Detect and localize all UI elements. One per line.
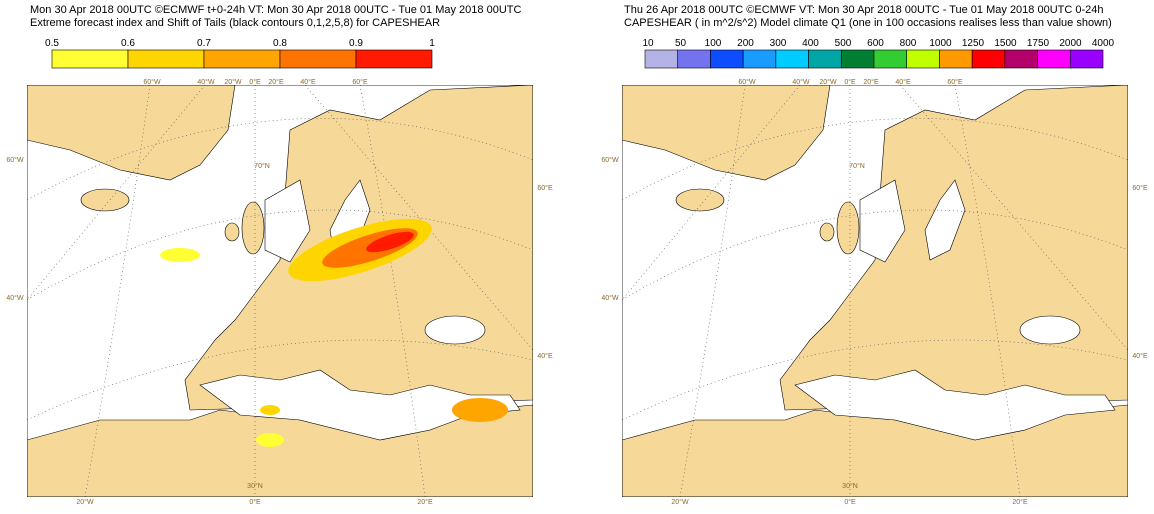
graticule-label: 0°E bbox=[844, 78, 856, 86]
legend-swatch bbox=[1004, 49, 1038, 69]
legend-label: 0.9 bbox=[349, 38, 363, 49]
legend-swatch bbox=[742, 49, 777, 69]
legend-swatch bbox=[355, 49, 433, 69]
legend-label: 1750 bbox=[1027, 38, 1050, 49]
legend-swatch bbox=[710, 49, 744, 69]
graticule-label: 60°E bbox=[1132, 184, 1148, 192]
legend-swatch bbox=[840, 49, 875, 69]
legend-label: 0.5 bbox=[45, 38, 59, 49]
legend-swatch bbox=[203, 49, 281, 69]
graticule-label: 60°E bbox=[947, 78, 963, 86]
right-map bbox=[622, 85, 1128, 497]
graticule-label: 20°E bbox=[268, 78, 284, 86]
legend-swatch bbox=[873, 49, 908, 69]
graticule-label: 60°E bbox=[537, 184, 553, 192]
graticule-label: 40°W bbox=[792, 78, 810, 86]
graticule-label: 0°E bbox=[249, 78, 261, 86]
legend-swatch bbox=[51, 49, 129, 69]
graticule-label: 40°W bbox=[197, 78, 215, 86]
graticule-label: 70°N bbox=[254, 162, 270, 170]
legend-swatch bbox=[644, 49, 679, 69]
graticule-label: 30°N bbox=[842, 482, 858, 490]
graticule-label: 30°N bbox=[247, 482, 263, 490]
title-line: Mon 30 Apr 2018 00UTC ©ECMWF t+0-24h VT:… bbox=[30, 4, 521, 16]
title-line: CAPESHEAR ( in m^2/s^2) Model climate Q1… bbox=[624, 17, 1112, 29]
graticule-label: 40°W bbox=[601, 294, 619, 302]
graticule-label: 40°W bbox=[6, 294, 24, 302]
legend-swatch bbox=[906, 49, 940, 69]
graticule-label: 20°E bbox=[417, 498, 433, 506]
graticule-label: 60°W bbox=[601, 156, 619, 164]
legend-swatch bbox=[279, 49, 357, 69]
legend-label: 10 bbox=[642, 38, 654, 49]
legend-label: 0.8 bbox=[273, 38, 287, 49]
title-line: Extreme forecast index and Shift of Tail… bbox=[30, 17, 440, 29]
legend-swatch bbox=[775, 49, 809, 69]
legend-label: 1250 bbox=[962, 38, 985, 49]
graticule-label: 70°N bbox=[849, 162, 865, 170]
legend-swatch bbox=[808, 49, 842, 69]
legend-label: 2000 bbox=[1059, 38, 1082, 49]
legend-label: 1000 bbox=[929, 38, 952, 49]
title-line: Thu 26 Apr 2018 00UTC ©ECMWF VT: Mon 30 … bbox=[624, 4, 1104, 16]
graticule-label: 20°W bbox=[819, 78, 837, 86]
graticule-label: 60°W bbox=[143, 78, 161, 86]
legend-label: 1 bbox=[429, 38, 435, 49]
legend-label: 4000 bbox=[1092, 38, 1115, 49]
legend-label: 800 bbox=[900, 38, 917, 49]
graticule-label: 20°W bbox=[76, 498, 94, 506]
legend-label: 100 bbox=[705, 38, 722, 49]
legend-label: 1500 bbox=[994, 38, 1017, 49]
legend-swatch bbox=[1069, 49, 1104, 69]
legend-swatch bbox=[971, 49, 1006, 69]
graticule-label: 20°E bbox=[863, 78, 879, 86]
graticule-label: 20°E bbox=[1012, 498, 1028, 506]
graticule-label: 20°W bbox=[671, 498, 689, 506]
legend-label: 300 bbox=[770, 38, 787, 49]
graticule-label: 40°E bbox=[895, 78, 911, 86]
graticule-label: 40°E bbox=[1132, 352, 1148, 360]
left-map bbox=[27, 85, 533, 497]
legend-swatch bbox=[677, 49, 711, 69]
legend-label: 50 bbox=[675, 38, 687, 49]
graticule-label: 0°E bbox=[844, 498, 856, 506]
graticule-label: 0°E bbox=[249, 498, 261, 506]
legend-label: 400 bbox=[802, 38, 819, 49]
legend-swatch bbox=[1037, 49, 1071, 69]
legend-label: 200 bbox=[737, 38, 754, 49]
legend-label: 0.7 bbox=[197, 38, 211, 49]
graticule-label: 20°W bbox=[224, 78, 242, 86]
legend-label: 500 bbox=[835, 38, 852, 49]
graticule-label: 40°E bbox=[537, 352, 553, 360]
legend-label: 0.6 bbox=[121, 38, 135, 49]
legend-label: 600 bbox=[867, 38, 884, 49]
graticule-label: 60°E bbox=[352, 78, 368, 86]
legend-swatch bbox=[127, 49, 205, 69]
graticule-label: 40°E bbox=[300, 78, 316, 86]
graticule-label: 60°W bbox=[6, 156, 24, 164]
legend-swatch bbox=[939, 49, 973, 69]
graticule-label: 60°W bbox=[738, 78, 756, 86]
